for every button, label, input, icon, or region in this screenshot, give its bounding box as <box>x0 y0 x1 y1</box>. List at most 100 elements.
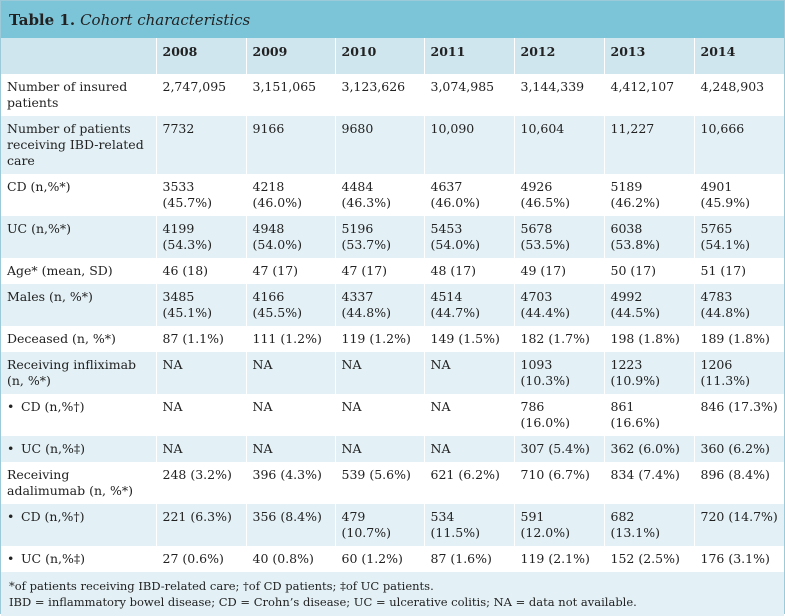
row-label-text: Males (n, %*) <box>7 289 93 304</box>
table-row: Number of patients receiving IBD-related… <box>1 116 784 174</box>
row-label-text: Receiving adalimumab (n, %*) <box>7 467 133 498</box>
table-cell: 149 (1.5%) <box>423 326 514 352</box>
table-cell: 4166 (45.5%) <box>245 284 335 326</box>
table-row: Receiving infliximab (n, %*) NA NA NA NA 1093… <box>1 352 784 394</box>
table-row: Deceased (n, %*) 87 (1.1%) 111 (1.2%) 119 (… <box>1 326 784 352</box>
header-cell-year: 2013 <box>603 38 694 74</box>
table-cell: 248 (3.2%) <box>155 462 246 504</box>
table-cell: 4783 (44.8%) <box>693 284 784 326</box>
row-label-text: UC (n,%‡) <box>21 441 85 456</box>
row-label: CD (n,%*) <box>1 174 156 216</box>
table-cell: 4484 (46.3%) <box>334 174 424 216</box>
row-label-text: Receiving infliximab (n, %*) <box>7 357 137 388</box>
row-label-text: CD (n,%†) <box>21 509 85 524</box>
table-cell: NA <box>334 394 424 436</box>
table-cell: NA <box>334 436 424 462</box>
row-label: UC (n,%*) <box>1 216 156 258</box>
table-cell: 10,090 <box>423 116 514 174</box>
header-cell-year: 2011 <box>423 38 514 74</box>
table-cell: 87 (1.1%) <box>155 326 246 352</box>
table-cell: NA <box>423 436 514 462</box>
table-cell: 6038 (53.8%) <box>603 216 694 258</box>
table-cell: 47 (17) <box>245 258 335 284</box>
table-title: Cohort characteristics <box>80 10 251 29</box>
header-cell-year: 2009 <box>245 38 335 74</box>
row-label: • UC (n,%‡) <box>1 436 156 462</box>
table-cell: 51 (17) <box>693 258 784 284</box>
table-cell: 479 (10.7%) <box>334 504 424 546</box>
table-row: • CD (n,%†) 221 (6.3%) 356 (8.4%) 479 (10.7%… <box>1 504 784 546</box>
row-label-text: CD (n,%†) <box>21 399 85 414</box>
header-cell-year: 2010 <box>334 38 424 74</box>
row-label-text: CD (n,%*) <box>7 179 71 194</box>
table-cell: 356 (8.4%) <box>245 504 335 546</box>
table-cell: 1206 (11.3%) <box>693 352 784 394</box>
table-row: • CD (n,%†) NA NA NA NA 786 (16.0%) 861 (16.6%)… <box>1 394 784 436</box>
table-title-bar: Table 1. Cohort characteristics <box>1 1 784 38</box>
row-label: Number of patients receiving IBD-related… <box>1 116 156 174</box>
table-row: CD (n,%*) 3533 (45.7%) 4218 (46.0%) 4484 (4… <box>1 174 784 216</box>
table-cell: 1223 (10.9%) <box>603 352 694 394</box>
footnote-1: *of patients receiving IBD-related care;… <box>9 579 434 593</box>
row-label: • CD (n,%†) <box>1 504 156 546</box>
table-cell: 4514 (44.7%) <box>423 284 514 326</box>
bullet-icon: • <box>7 509 15 524</box>
table-cell: 591 (12.0%) <box>513 504 604 546</box>
table-cell: 4199 (54.3%) <box>155 216 246 258</box>
table-cell: 11,227 <box>603 116 694 174</box>
table-row: Age* (mean, SD) 46 (18) 47 (17) 47 (17) 48 (… <box>1 258 784 284</box>
table-cell: 3485 (45.1%) <box>155 284 246 326</box>
header-row: 2008 2009 2010 2011 2012 2013 2014 <box>1 38 784 74</box>
cohort-table: 2008 2009 2010 2011 2012 2013 2014 Number of i… <box>1 38 784 572</box>
table-cell: 87 (1.6%) <box>423 546 514 572</box>
table-row: • UC (n,%‡) 27 (0.6%) 40 (0.8%) 60 (1.2%) 87 … <box>1 546 784 572</box>
table-row: UC (n,%*) 4199 (54.3%) 4948 (54.0%) 5196 (5… <box>1 216 784 258</box>
table-cell: 360 (6.2%) <box>693 436 784 462</box>
table-cell: 3533 (45.7%) <box>155 174 246 216</box>
table-row: Receiving adalimumab (n, %*) 248 (3.2%) 39… <box>1 462 784 504</box>
table-cell: 3,151,065 <box>245 74 335 116</box>
table-cell: 46 (18) <box>155 258 246 284</box>
table-cell: 4,248,903 <box>693 74 784 116</box>
header-cell-year: 2012 <box>513 38 604 74</box>
table-cell: 4948 (54.0%) <box>245 216 335 258</box>
table-cell: NA <box>334 352 424 394</box>
table-cell: 834 (7.4%) <box>603 462 694 504</box>
row-label-text: UC (n,%*) <box>7 221 71 236</box>
table-cell: 5189 (46.2%) <box>603 174 694 216</box>
table-cell: 2,747,095 <box>155 74 246 116</box>
table-cell: 4,412,107 <box>603 74 694 116</box>
table-cell: 5453 (54.0%) <box>423 216 514 258</box>
table-cell: NA <box>423 352 514 394</box>
table-cell: 111 (1.2%) <box>245 326 335 352</box>
table-cell: 48 (17) <box>423 258 514 284</box>
table-cell: 119 (1.2%) <box>334 326 424 352</box>
table-cell: 4703 (44.4%) <box>513 284 604 326</box>
table-cell: 362 (6.0%) <box>603 436 694 462</box>
row-label-text: Number of patients receiving IBD-related… <box>7 121 144 168</box>
table-cell: 4901 (45.9%) <box>693 174 784 216</box>
table-cell: 47 (17) <box>334 258 424 284</box>
table-cell: 3,144,339 <box>513 74 604 116</box>
row-label: Number of insured patients <box>1 74 156 116</box>
table-cell: 307 (5.4%) <box>513 436 604 462</box>
table-cell: 9166 <box>245 116 335 174</box>
table-cell: 4218 (46.0%) <box>245 174 335 216</box>
table-cell: 4337 (44.8%) <box>334 284 424 326</box>
row-label: • UC (n,%‡) <box>1 546 156 572</box>
table-cell: 27 (0.6%) <box>155 546 246 572</box>
table-cell: NA <box>155 352 246 394</box>
table-cell: 198 (1.8%) <box>603 326 694 352</box>
table-cell: 5196 (53.7%) <box>334 216 424 258</box>
row-label-text: Age* (mean, SD) <box>7 263 113 278</box>
header-cell-empty <box>1 38 156 74</box>
table-cell: 786 (16.0%) <box>513 394 604 436</box>
table-cell: 49 (17) <box>513 258 604 284</box>
table-cell: 60 (1.2%) <box>334 546 424 572</box>
row-label: Receiving adalimumab (n, %*) <box>1 462 156 504</box>
table-cell: 861 (16.6%) <box>603 394 694 436</box>
table-cell: NA <box>245 436 335 462</box>
table-cell: 396 (4.3%) <box>245 462 335 504</box>
bullet-icon: • <box>7 399 15 414</box>
